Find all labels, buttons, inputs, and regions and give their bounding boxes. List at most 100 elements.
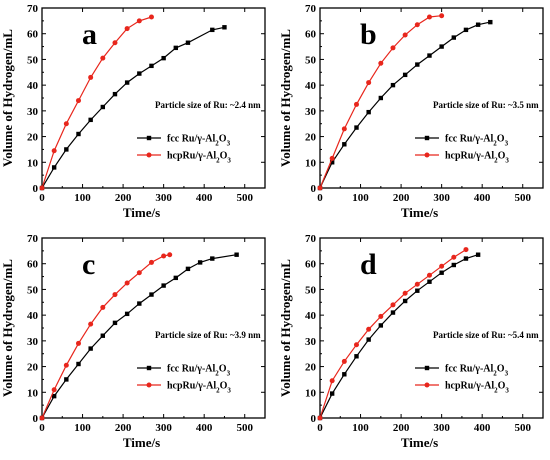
y-tick-label: 70 bbox=[305, 233, 317, 245]
series-line-hcp bbox=[41, 254, 170, 419]
particle-size-annotation: Particle size of Ru: ~5.4 nm bbox=[433, 330, 539, 340]
x-tick-label: 500 bbox=[236, 422, 253, 434]
y-axis-title: Volume of Hydrogen/mL bbox=[0, 259, 15, 397]
data-point-hcp bbox=[317, 415, 323, 421]
data-point-hcp bbox=[366, 80, 372, 86]
x-tick-label: 200 bbox=[115, 422, 132, 434]
y-tick-label: 50 bbox=[27, 284, 39, 296]
legend-marker-circle bbox=[146, 382, 152, 388]
data-point-hcp bbox=[353, 101, 359, 107]
y-tick-label: 40 bbox=[305, 310, 317, 322]
data-point-hcp bbox=[341, 126, 347, 132]
y-tick-label: 20 bbox=[27, 132, 39, 144]
data-point-fcc bbox=[197, 260, 203, 265]
data-point-fcc bbox=[88, 117, 93, 123]
legend-marker-square bbox=[424, 135, 430, 141]
data-point-fcc bbox=[475, 22, 481, 27]
data-point-fcc bbox=[415, 62, 420, 67]
data-point-fcc bbox=[161, 55, 166, 61]
y-tick-label: 50 bbox=[305, 284, 317, 296]
y-tick-label: 70 bbox=[305, 3, 317, 15]
y-tick-label: 70 bbox=[27, 233, 39, 245]
legend-marker-square bbox=[146, 135, 152, 141]
panel-letter: b bbox=[360, 18, 377, 51]
y-tick-label: 10 bbox=[27, 387, 39, 399]
panel-letter: c bbox=[82, 248, 95, 281]
y-tick-label: 20 bbox=[27, 362, 39, 374]
y-tick-label: 0 bbox=[311, 413, 317, 425]
y-axis-title: Volume of Hydrogen/mL bbox=[278, 259, 293, 397]
plot-frame bbox=[41, 7, 266, 189]
x-tick-label: 500 bbox=[514, 422, 531, 434]
y-tick-label: 30 bbox=[27, 336, 39, 348]
y-axis-title: Volume of Hydrogen/mL bbox=[278, 29, 293, 167]
data-point-hcp bbox=[148, 14, 154, 20]
data-point-fcc bbox=[342, 142, 347, 147]
data-point-hcp bbox=[148, 259, 154, 265]
x-axis-title: Time/s bbox=[401, 205, 438, 220]
data-point-fcc bbox=[112, 91, 118, 97]
data-point-fcc bbox=[488, 19, 493, 25]
panel-c: 0 100 200 300 400 500 0 10 20 30 40 50 60 70 Time/s Vol… bbox=[0, 233, 266, 450]
data-point-fcc bbox=[427, 53, 432, 58]
data-point-fcc bbox=[137, 71, 142, 76]
data-point-hcp bbox=[341, 358, 347, 364]
y-tick-label: 60 bbox=[27, 29, 39, 41]
data-point-fcc bbox=[427, 279, 432, 284]
x-tick-label: 100 bbox=[74, 192, 91, 204]
data-point-hcp bbox=[390, 45, 396, 51]
plot-frame bbox=[319, 237, 544, 419]
legend-label: hcpRu/γ-Al2O3 bbox=[445, 381, 509, 395]
data-point-fcc bbox=[88, 346, 93, 351]
legend-label: hcpRu/γ-Al2O3 bbox=[445, 151, 509, 165]
y-tick-label: 30 bbox=[305, 336, 317, 348]
data-point-hcp bbox=[390, 302, 396, 308]
data-point-hcp bbox=[88, 74, 94, 80]
data-point-fcc bbox=[439, 44, 444, 49]
data-point-fcc bbox=[112, 320, 118, 326]
y-tick-label: 70 bbox=[27, 3, 39, 15]
panel-letter: a bbox=[82, 18, 97, 51]
data-point-hcp bbox=[124, 280, 130, 286]
legend-marker-square bbox=[146, 365, 152, 371]
plot-frame bbox=[319, 7, 544, 189]
x-tick-label: 200 bbox=[115, 192, 132, 204]
data-point-fcc bbox=[210, 27, 215, 33]
data-point-fcc bbox=[451, 35, 456, 40]
plot-frame bbox=[41, 237, 266, 419]
data-point-fcc bbox=[161, 283, 166, 288]
data-point-fcc bbox=[354, 354, 359, 359]
data-point-hcp bbox=[75, 340, 81, 346]
y-tick-label: 40 bbox=[27, 310, 39, 322]
data-point-fcc bbox=[173, 45, 178, 51]
y-tick-label: 60 bbox=[305, 29, 317, 41]
data-point-hcp bbox=[75, 98, 81, 104]
data-point-fcc bbox=[354, 125, 359, 130]
data-point-fcc bbox=[378, 323, 384, 328]
data-point-hcp bbox=[463, 247, 469, 253]
data-point-fcc bbox=[76, 131, 81, 137]
data-point-fcc bbox=[51, 165, 57, 170]
data-point-fcc bbox=[222, 25, 227, 30]
series-line-hcp bbox=[319, 15, 442, 189]
data-point-fcc bbox=[415, 288, 420, 293]
data-point-hcp bbox=[366, 326, 372, 332]
x-tick-label: 100 bbox=[352, 192, 369, 204]
y-tick-label: 50 bbox=[305, 54, 317, 66]
x-tick-label: 300 bbox=[433, 192, 450, 204]
y-tick-label: 40 bbox=[27, 80, 39, 92]
data-point-hcp bbox=[329, 378, 335, 384]
data-point-hcp bbox=[100, 304, 106, 310]
data-point-fcc bbox=[329, 391, 335, 396]
data-point-hcp bbox=[124, 26, 130, 32]
x-tick-label: 200 bbox=[393, 192, 410, 204]
legend-marker-circle bbox=[424, 382, 430, 388]
data-point-fcc bbox=[185, 266, 191, 272]
y-tick-label: 0 bbox=[33, 183, 39, 195]
legend-label: hcpRu/γ-Al2O3 bbox=[167, 381, 231, 395]
particle-size-annotation: Particle size of Ru: ~3.5 nm bbox=[433, 100, 539, 110]
x-tick-label: 100 bbox=[352, 422, 369, 434]
series-line-fcc bbox=[41, 254, 237, 419]
x-tick-label: 0 bbox=[39, 192, 45, 204]
